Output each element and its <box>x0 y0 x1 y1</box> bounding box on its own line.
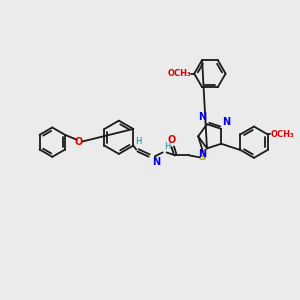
Text: S: S <box>198 152 206 162</box>
Text: N: N <box>198 149 206 159</box>
Text: H: H <box>135 136 141 146</box>
Text: OCH₃: OCH₃ <box>271 130 294 139</box>
Text: H: H <box>164 142 170 152</box>
Text: N: N <box>198 112 206 122</box>
Text: OCH₃: OCH₃ <box>168 69 191 78</box>
Text: N: N <box>222 117 230 127</box>
Text: O: O <box>167 135 175 145</box>
Text: O: O <box>75 137 83 147</box>
Text: N: N <box>152 157 160 167</box>
